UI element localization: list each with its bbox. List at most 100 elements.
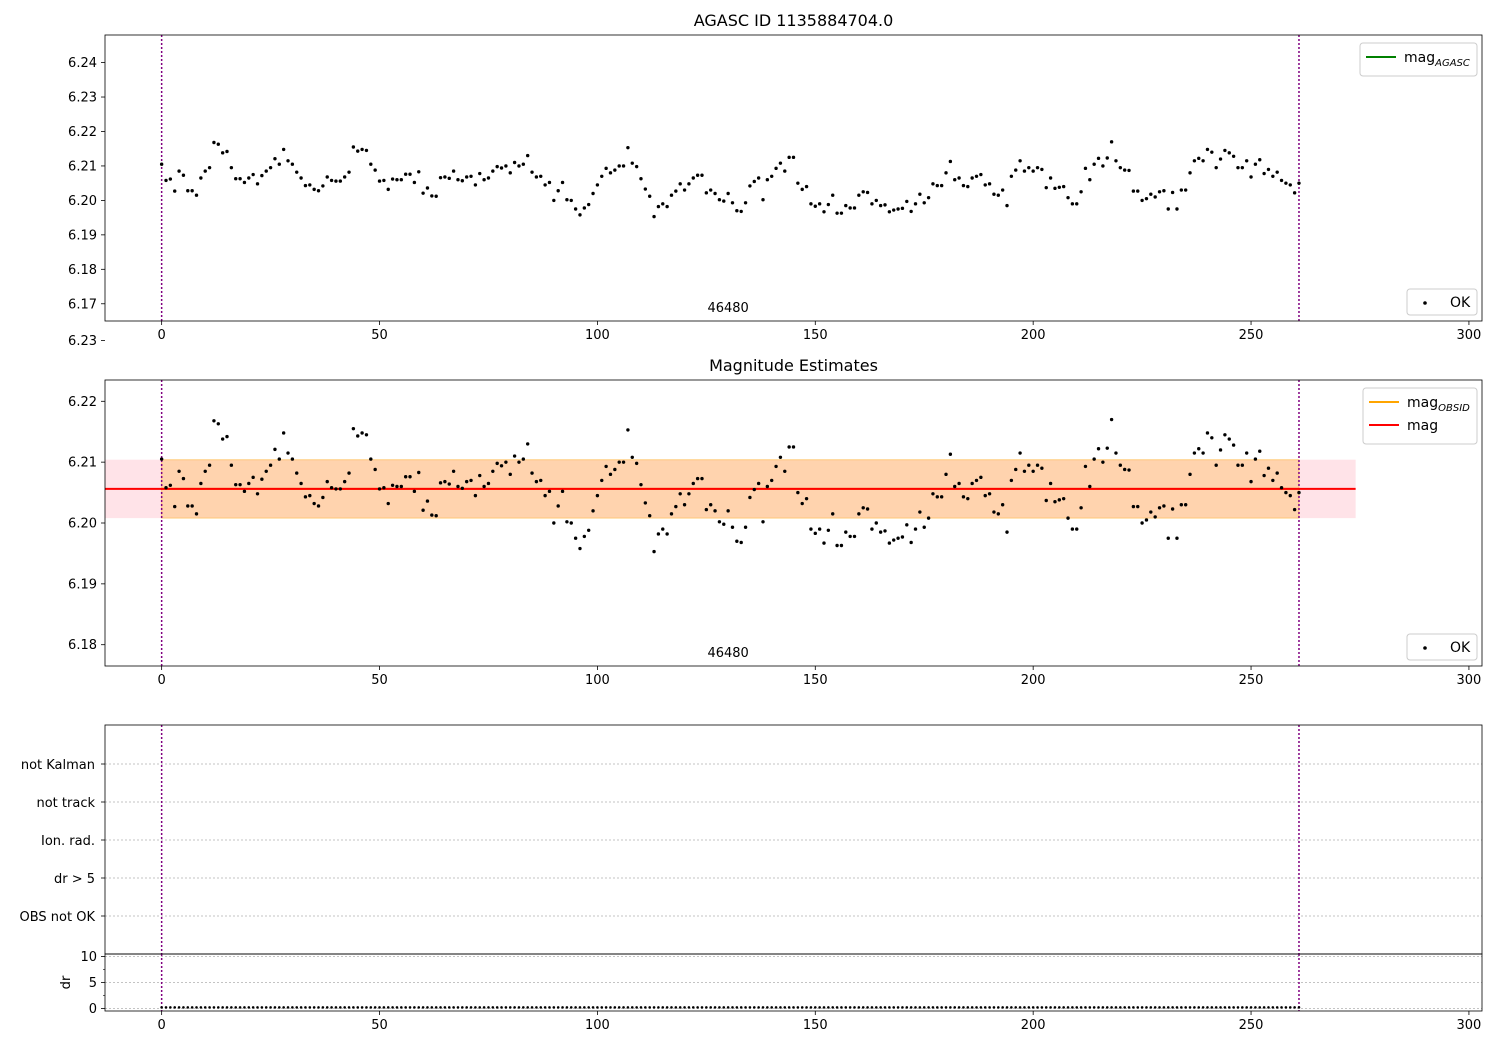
mag-point <box>1162 189 1166 193</box>
mag-point <box>264 169 268 173</box>
dr-point <box>1132 1006 1135 1009</box>
mag-point <box>1179 188 1184 192</box>
mag-point <box>338 179 343 183</box>
dr-point <box>1180 1006 1183 1009</box>
dr-point <box>1027 1006 1031 1009</box>
mag-point <box>534 175 539 179</box>
mag-point <box>1262 473 1266 478</box>
mag-point <box>1053 500 1057 504</box>
mag-point <box>578 546 582 551</box>
mag-point <box>334 487 338 491</box>
dr-point <box>583 1006 586 1009</box>
mag-point <box>857 512 861 516</box>
mag-point <box>578 213 582 217</box>
dr-point <box>1018 1006 1022 1009</box>
mag-point <box>774 166 778 171</box>
mag-point <box>377 179 382 183</box>
dr-point <box>487 1006 490 1009</box>
mag-point <box>756 176 761 180</box>
mag-point <box>1175 207 1179 211</box>
x-tick-label: 150 <box>803 328 828 343</box>
dr-point <box>1297 1006 1301 1009</box>
mag-point <box>260 173 264 178</box>
x-tick-label: 200 <box>1021 328 1046 343</box>
panel-dr: 0 50 100 150 200 250 300 0 5 10 dr <box>59 950 1483 1033</box>
mag-point <box>220 437 225 441</box>
mag-point <box>870 202 874 206</box>
y-tick-label: 6.19 <box>68 577 97 592</box>
legend-label: magAGASC <box>1404 50 1470 69</box>
y-tick-label: 5 <box>89 976 97 991</box>
panel-magnitude-estimates: Magnitude Estimates 0 50 100 150 200 250 300 6.1… <box>68 334 1483 688</box>
dr-point <box>325 1006 329 1009</box>
mag-point <box>1040 466 1044 470</box>
dr-point <box>691 1006 695 1009</box>
dr-point <box>439 1006 442 1009</box>
y-tick-label: 6.18 <box>68 263 97 278</box>
mag-point <box>1231 154 1236 158</box>
dr-point <box>931 1006 935 1009</box>
mag-point <box>678 492 682 496</box>
flag-label: not Kalman <box>21 758 95 773</box>
mag-point <box>482 178 486 182</box>
mag-point <box>1144 196 1149 201</box>
mag-point <box>164 486 168 490</box>
x-tick-label: 200 <box>1021 1018 1046 1033</box>
legend-label: magOBSID <box>1407 395 1470 414</box>
mag-point <box>1014 168 1018 172</box>
mag-point <box>334 179 338 183</box>
dr-point <box>1119 1006 1122 1009</box>
mag-point <box>953 484 957 489</box>
mag-point <box>1040 167 1044 172</box>
dr-point <box>1284 1006 1288 1009</box>
mag-point <box>1170 507 1175 511</box>
mag-point <box>883 529 887 533</box>
mag-point <box>748 184 752 188</box>
dr-point <box>447 1006 451 1009</box>
dr-point <box>757 1006 760 1009</box>
dr-point <box>548 1006 551 1009</box>
mag-point <box>242 180 247 185</box>
mag-point <box>1053 186 1057 191</box>
dr-point <box>604 1006 608 1009</box>
mag-point <box>325 479 329 484</box>
mag-point <box>770 174 774 178</box>
mag-point <box>1031 169 1035 173</box>
mag-point <box>1022 169 1027 173</box>
mag-point <box>1057 185 1062 189</box>
y-tick-label: 6.19 <box>68 228 97 243</box>
dr-point <box>761 1006 765 1009</box>
dr-point <box>744 1006 747 1009</box>
mag-point <box>1083 464 1088 469</box>
dr-point <box>713 1006 717 1009</box>
mag-point <box>1258 158 1262 162</box>
dr-point <box>678 1006 682 1009</box>
mag-point <box>1253 162 1258 166</box>
mag-point <box>905 199 909 204</box>
mag-point <box>438 175 443 180</box>
mag-point <box>190 189 194 193</box>
mag-point <box>281 431 286 435</box>
mag-point <box>403 475 408 479</box>
dr-point <box>321 1006 325 1009</box>
dr-point <box>770 1006 774 1009</box>
mag-point <box>1183 188 1188 192</box>
mag-point <box>1088 484 1092 489</box>
mag-point <box>1079 190 1083 194</box>
dr-point <box>1097 1006 1100 1009</box>
dr-point <box>421 1006 425 1009</box>
dr-point <box>1088 1006 1092 1009</box>
dr-point <box>317 1006 320 1009</box>
mag-point <box>1297 181 1301 185</box>
mag-point <box>935 183 939 188</box>
mag-point <box>547 180 552 185</box>
mag-point <box>743 525 748 529</box>
mag-point <box>390 177 395 181</box>
mag-point <box>360 431 364 435</box>
dr-point <box>949 1006 952 1009</box>
dr-point <box>482 1006 486 1009</box>
mag-point <box>722 522 726 526</box>
mag-point <box>181 476 186 481</box>
mag-point <box>1205 431 1210 435</box>
mag-point <box>434 514 438 518</box>
